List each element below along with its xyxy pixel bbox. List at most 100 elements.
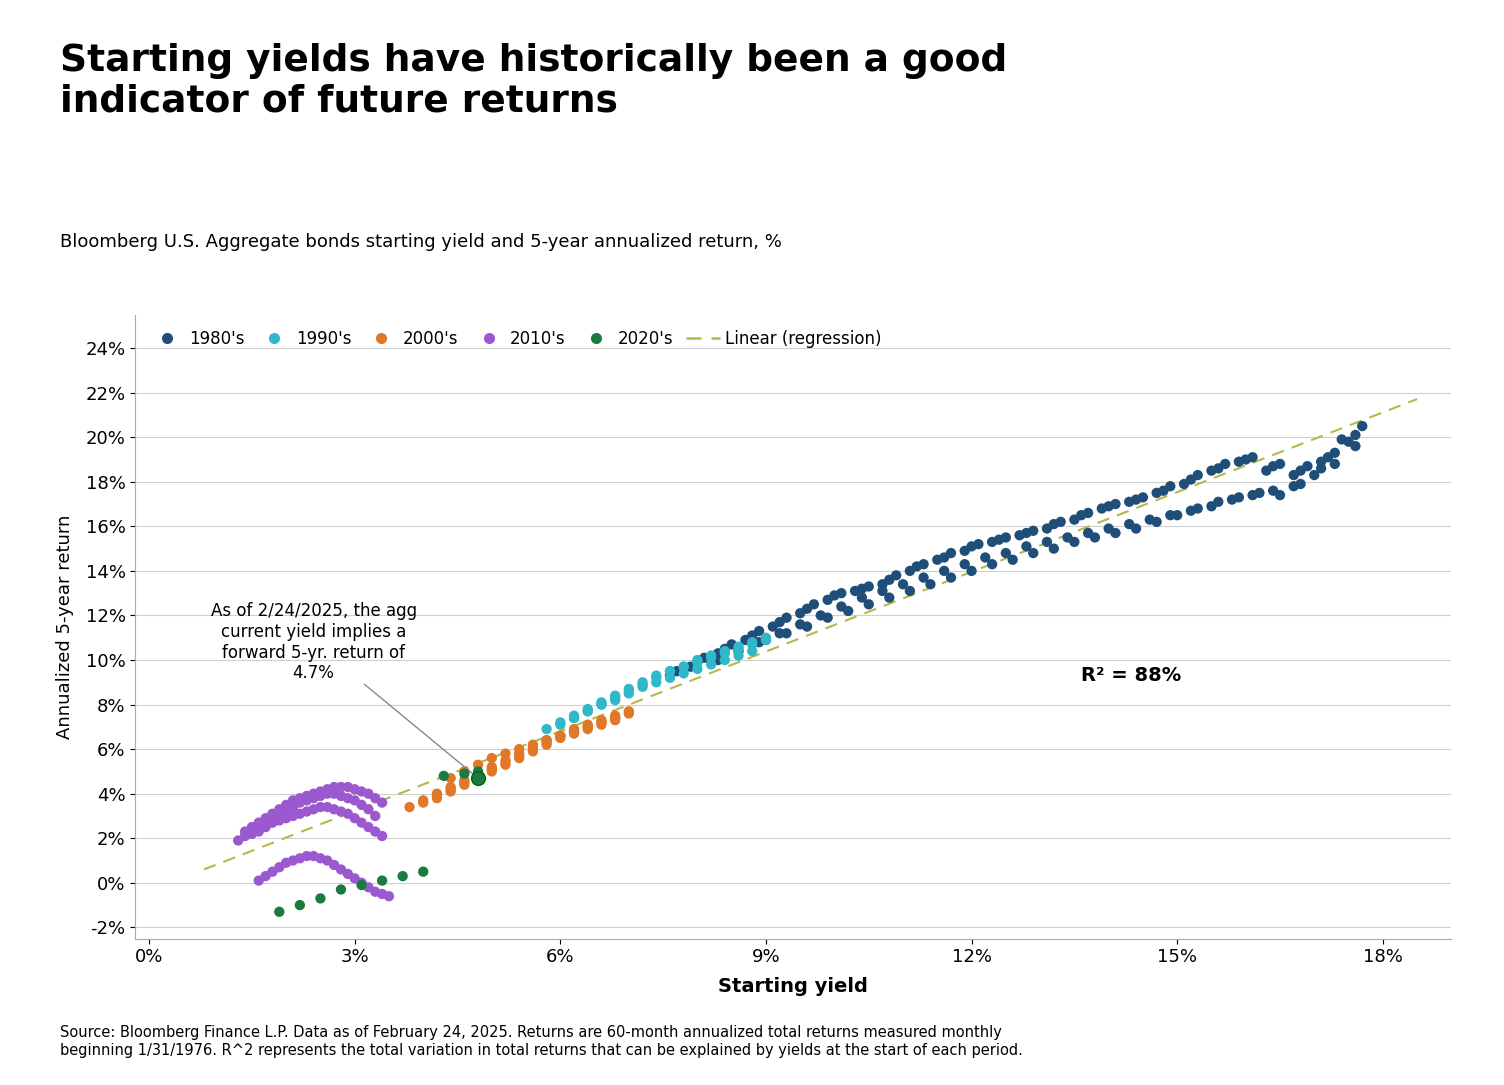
2010's	[268, 858, 292, 876]
1980's	[1166, 507, 1190, 524]
1980's	[829, 585, 853, 602]
2000's	[453, 776, 477, 793]
2000's	[562, 725, 587, 742]
2000's	[603, 710, 627, 727]
1990's	[576, 700, 600, 717]
1980's	[686, 653, 710, 671]
2000's	[590, 712, 614, 729]
1980's	[919, 575, 943, 592]
2000's	[493, 754, 517, 771]
2010's	[322, 778, 346, 795]
2020's	[411, 863, 435, 880]
1980's	[761, 618, 785, 636]
1990's	[617, 680, 641, 698]
1980's	[1075, 524, 1099, 541]
2010's	[370, 885, 394, 903]
Linear (regression)	[937, 575, 955, 588]
1990's	[726, 638, 750, 655]
1990's	[657, 663, 681, 680]
1980's	[952, 542, 976, 560]
2010's	[233, 822, 257, 840]
1980's	[857, 578, 881, 596]
1980's	[1158, 477, 1182, 495]
2010's	[254, 809, 278, 827]
2000's	[493, 752, 517, 769]
2010's	[274, 854, 298, 871]
1980's	[1308, 454, 1333, 471]
1980's	[1281, 467, 1305, 484]
2020's	[432, 767, 456, 784]
2010's	[239, 818, 263, 835]
1990's	[699, 655, 723, 673]
2010's	[364, 883, 388, 901]
2000's	[603, 710, 627, 727]
1980's	[960, 538, 984, 556]
2010's	[343, 870, 367, 888]
2000's	[576, 720, 600, 738]
1990's	[590, 693, 614, 711]
2000's	[397, 799, 421, 816]
1980's	[705, 651, 729, 668]
2000's	[590, 714, 614, 731]
1980's	[1123, 490, 1148, 508]
1980's	[1123, 520, 1148, 537]
1980's	[796, 600, 820, 617]
1980's	[1042, 515, 1066, 533]
2010's	[287, 790, 311, 807]
1980's	[884, 566, 908, 584]
1980's	[815, 609, 839, 626]
1980's	[1069, 507, 1093, 524]
2020's	[329, 881, 353, 898]
2000's	[507, 750, 531, 767]
1980's	[994, 545, 1018, 562]
2000's	[549, 727, 573, 744]
1980's	[1062, 533, 1086, 550]
2000's	[426, 790, 450, 807]
1980's	[1199, 462, 1223, 480]
1980's	[857, 596, 881, 613]
1990's	[713, 651, 737, 668]
Text: R² = 88%: R² = 88%	[1081, 666, 1182, 685]
1980's	[1117, 493, 1142, 511]
1980's	[932, 549, 957, 566]
1980's	[1014, 538, 1038, 556]
1980's	[952, 556, 976, 573]
1990's	[672, 658, 696, 675]
1980's	[665, 663, 689, 680]
2000's	[562, 720, 587, 738]
2010's	[356, 786, 381, 803]
2000's	[549, 727, 573, 744]
2020's	[349, 877, 373, 894]
1980's	[809, 607, 833, 624]
2010's	[268, 801, 292, 818]
1980's	[850, 589, 874, 607]
Linear (regression)	[1408, 393, 1426, 406]
1980's	[911, 556, 935, 573]
2000's	[411, 794, 435, 812]
1990's	[617, 685, 641, 702]
1980's	[692, 649, 716, 666]
2010's	[335, 805, 359, 822]
2010's	[268, 812, 292, 829]
2000's	[507, 748, 531, 765]
2000's	[590, 714, 614, 731]
1980's	[1104, 524, 1128, 541]
1980's	[1324, 444, 1348, 461]
1980's	[1172, 475, 1196, 493]
2020's	[453, 765, 477, 782]
2010's	[247, 872, 271, 890]
1980's	[1185, 467, 1209, 484]
Text: Starting yields have historically been a good
indicator of future returns: Starting yields have historically been a…	[60, 43, 1008, 119]
2000's	[576, 716, 600, 733]
2020's	[287, 896, 311, 914]
1980's	[678, 658, 702, 675]
2010's	[295, 803, 319, 820]
2000's	[520, 738, 544, 755]
1980's	[1042, 540, 1066, 558]
2010's	[274, 796, 298, 814]
1980's	[1241, 448, 1265, 465]
2010's	[295, 788, 319, 805]
1980's	[981, 533, 1005, 550]
1980's	[1145, 484, 1169, 501]
1980's	[1295, 458, 1319, 475]
